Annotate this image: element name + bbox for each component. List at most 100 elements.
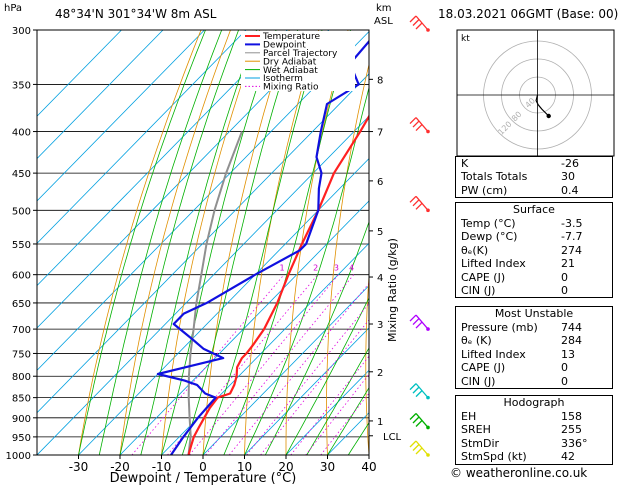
indices-table: K -26 Totals Totals 30 PW (cm) 0.4 (455, 156, 613, 199)
wind-barb (409, 440, 430, 457)
x-axis-label: Dewpoint / Temperature (°C) (110, 471, 297, 486)
hodograph-frame (456, 29, 615, 157)
dry-adiabat-line (78, 30, 202, 455)
index-label: K (461, 157, 469, 170)
isotherm-line (37, 30, 288, 287)
dry-adiabat-line (202, 30, 290, 455)
wind-barb-dot (426, 28, 430, 32)
pressure-tick-label: 1000 (6, 451, 31, 462)
wind-barb-flag (412, 19, 420, 26)
most-unstable-label: Pressure (mb) (461, 321, 538, 334)
most-unstable-row: Pressure (mb) 744 (458, 321, 612, 334)
legend-entry: Mixing Ratio (263, 83, 319, 93)
hodograph-stat-label: StmDir (461, 436, 500, 450)
hodograph-stat-value: 336° (561, 436, 588, 450)
hodograph-stat-label: EH (461, 410, 477, 423)
surface-label: Temp (°C) (461, 217, 516, 230)
pressure-tick-label: 350 (12, 80, 31, 91)
surface-label: CIN (J) (461, 283, 496, 297)
most-unstable-value: 0 (561, 374, 568, 388)
most-unstable-row: CAPE (J) 0 (458, 361, 612, 374)
index-value: 30 (561, 170, 575, 184)
surface-label: Lifted Index (461, 257, 526, 271)
mixing-ratio-line (205, 274, 355, 455)
wind-barb-flag (415, 202, 423, 210)
pressure-tick-label: 450 (12, 169, 31, 180)
wind-barb-staff (415, 117, 429, 132)
surface-value: -3.5 (561, 217, 583, 230)
wind-barbs (409, 15, 430, 457)
surface-value: -7.7 (561, 230, 583, 244)
most-unstable-value: 13 (561, 347, 575, 361)
wind-barb-flag (415, 22, 423, 30)
wet-adiabat-line (285, 296, 369, 455)
wet-adiabat-line (119, 30, 239, 455)
dry-adiabat-line (404, 30, 437, 455)
wind-barb-dot (426, 208, 430, 213)
surface-label: CAPE (J) (461, 270, 506, 284)
wind-barb-flag (409, 117, 417, 125)
legend-entry: Isotherm (263, 74, 303, 84)
mixing-ratio-label: 20 (441, 264, 451, 273)
surface-row: θₑ(K) 274 (458, 244, 612, 257)
isotherm-line (37, 30, 369, 371)
isotherm-line (37, 115, 369, 455)
wet-adiabat-line (264, 220, 369, 455)
most-unstable-label: Lifted Index (461, 347, 526, 361)
wind-barb-flag (412, 120, 420, 128)
temperature-tick-label: 20 (278, 460, 293, 474)
wind-barb-flag (415, 420, 423, 427)
surface-row: Dewp (°C) -7.7 (458, 230, 612, 243)
wet-adiabat-line (181, 30, 299, 455)
dry-adiabat-line (161, 30, 261, 455)
km-tick-label: 1 (377, 417, 383, 428)
wind-barb (409, 15, 430, 32)
hodograph-stat-row: StmSpd (kt) 42 (458, 450, 612, 463)
km-tick-label: 7 (377, 128, 383, 139)
wind-barb-dot (426, 425, 430, 430)
wind-barb (409, 383, 430, 400)
legend-entry: Dry Adiabat (263, 57, 317, 67)
wet-adiabat-line (161, 30, 277, 455)
plot-area: 12346810162025 (37, 30, 451, 455)
km-tick-label: 6 (377, 177, 383, 188)
hodograph-stat-row: SREH 255 (458, 423, 612, 436)
axes: 3003504004505005506006507007508008509009… (6, 26, 402, 486)
pressure-tick-label: 850 (12, 394, 31, 405)
hodograph-stat-value: 255 (561, 423, 582, 437)
wind-barb-flag (412, 444, 420, 451)
wind-barb-dot (426, 453, 430, 457)
isotherm-line (37, 30, 205, 202)
wind-barb-flag (415, 447, 423, 455)
surface-label: θₑ(K) (461, 243, 489, 257)
dry-adiabat-line (119, 30, 231, 455)
hodograph-stat-label: StmSpd (kt) (461, 450, 527, 464)
km-tick-label: 4 (377, 273, 383, 284)
mixing-ratio-label: 3 (334, 264, 339, 273)
height-unit-label: km (376, 3, 392, 14)
most-unstable-title: Most Unstable (494, 307, 574, 320)
lcl-label: LCL (383, 432, 402, 443)
isotherm-line (37, 73, 369, 414)
wind-barb-flag (409, 440, 417, 448)
isotherm-line (37, 30, 330, 329)
dry-adiabat-line (326, 62, 369, 455)
pressure-tick-label: 500 (12, 206, 31, 217)
hodograph-storm-motion (546, 113, 551, 119)
pressure-tick-label: 750 (12, 349, 31, 360)
location-label: 48°34'N 301°34'W 8m ASL (55, 7, 217, 21)
temperature-tick-label: -10 (152, 460, 172, 474)
pressure-tick-label: 650 (12, 299, 31, 310)
wind-barb-flag (415, 124, 423, 132)
most-unstable-label: θₑ (K) (461, 334, 492, 348)
wind-barb-flag (415, 390, 423, 398)
surface-table: Surface Temp (°C) -3.5 Dewp (°C) -7.7 θₑ(K) 2… (455, 202, 613, 299)
temperature-tick-label: 30 (320, 460, 335, 474)
wet-adiabat-line (140, 30, 257, 455)
wind-barb-flag (412, 318, 420, 326)
wind-barb-flag (409, 15, 417, 23)
most-unstable-row: CIN (J) 0 (458, 375, 612, 388)
surface-row: Lifted Index 21 (458, 257, 612, 270)
